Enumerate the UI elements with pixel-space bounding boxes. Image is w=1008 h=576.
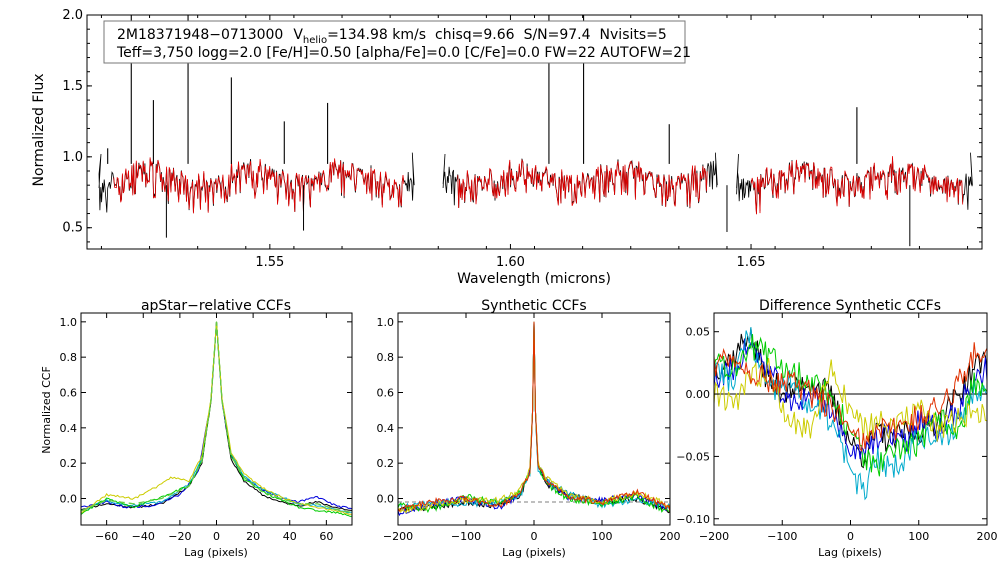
x-tick-label: 200 bbox=[660, 530, 681, 543]
x-tick-label: 0 bbox=[847, 530, 854, 543]
x-tick-label: −20 bbox=[168, 530, 191, 543]
y-tick-label: 0.4 bbox=[60, 422, 78, 435]
x-tick-label: −100 bbox=[451, 530, 481, 543]
y-tick-label: −0.05 bbox=[676, 450, 710, 463]
x-tick-label: −60 bbox=[95, 530, 118, 543]
model-spectrum-line bbox=[750, 156, 964, 215]
x-tick-label: 1.55 bbox=[255, 255, 284, 270]
ccf-series-line bbox=[81, 321, 352, 514]
snr-value: S/N=97.4 bbox=[524, 27, 591, 43]
x-tick-label: 100 bbox=[908, 530, 929, 543]
x-tick-label: 20 bbox=[246, 530, 260, 543]
x-tick-label: −100 bbox=[767, 530, 797, 543]
x-tick-label: −200 bbox=[699, 530, 729, 543]
model-spectrum-line bbox=[113, 157, 405, 214]
ccf-series-line bbox=[81, 321, 352, 510]
ccf-series-line bbox=[81, 321, 352, 515]
ccf-series-line bbox=[398, 321, 670, 513]
x-tick-label: 40 bbox=[283, 530, 297, 543]
y-tick-label: 0.00 bbox=[686, 388, 711, 401]
ccf-series-line bbox=[81, 321, 352, 514]
ccf-series-line bbox=[81, 321, 352, 517]
spectrum-y-label: Normalized Flux bbox=[31, 74, 47, 187]
apstar-ccf-x-label: Lag (pixels) bbox=[184, 546, 248, 559]
ccf-series-line bbox=[714, 334, 987, 477]
y-tick-label: 0.2 bbox=[60, 457, 78, 470]
spectrum-ticks: 1.55 1.60 1.65 0.5 1.0 1.5 2.0 bbox=[62, 8, 982, 270]
y-tick-label: 0.0 bbox=[60, 493, 78, 506]
model-spectrum-line bbox=[457, 159, 708, 209]
apstar-ccf-lines bbox=[81, 321, 352, 517]
synthetic-ccf-panel: Synthetic CCFs −200 −100 0 100 200 0.0 0.2 0.4 0… bbox=[377, 298, 681, 559]
y-tick-label: 0.0 bbox=[377, 493, 395, 506]
y-tick-label: 0.6 bbox=[377, 387, 395, 400]
x-tick-label: −200 bbox=[383, 530, 413, 543]
y-tick-label: 2.0 bbox=[62, 8, 83, 23]
difference-ccf-panel: Difference Synthetic CCFs −200 −100 0 100 20… bbox=[676, 298, 997, 559]
ccf-series-line bbox=[714, 342, 987, 453]
difference-ccf-x-label: Lag (pixels) bbox=[818, 546, 882, 559]
spectrum-panel: 1.55 1.60 1.65 0.5 1.0 1.5 2.0 Wavelength (mic… bbox=[31, 8, 983, 287]
synthetic-ccf-x-label: Lag (pixels) bbox=[502, 546, 566, 559]
synthetic-ccf-lines bbox=[398, 321, 670, 517]
x-tick-label: 200 bbox=[977, 530, 998, 543]
ccf-series-line bbox=[714, 327, 987, 501]
x-tick-label: 1.65 bbox=[737, 255, 766, 270]
y-tick-label: 1.0 bbox=[60, 316, 78, 329]
y-tick-label: 1.0 bbox=[62, 150, 83, 165]
y-tick-label: 0.4 bbox=[377, 422, 395, 435]
x-tick-label: 0 bbox=[531, 530, 538, 543]
apstar-ccf-panel: apStar−relative CCFs −60 −40 −20 0 20 40 60 0.0… bbox=[40, 298, 353, 559]
y-tick-label: 0.5 bbox=[62, 221, 83, 236]
spectrum-x-label: Wavelength (microns) bbox=[457, 271, 611, 287]
apstar-ccf-axes-frame bbox=[80, 312, 353, 526]
stellar-params: Teff=3,750 logg=2.0 [Fe/H]=0.50 [alpha/F… bbox=[116, 45, 691, 61]
v-label: V bbox=[293, 27, 303, 43]
ccf-series-line bbox=[81, 321, 352, 511]
x-tick-label: 100 bbox=[592, 530, 613, 543]
y-tick-label: 0.6 bbox=[60, 387, 78, 400]
info-line-1: 2M18371948−0713000 Vhelio=134.98 km/s chis… bbox=[117, 27, 667, 46]
difference-ccf-lines bbox=[714, 327, 987, 501]
y-tick-label: 0.05 bbox=[686, 326, 711, 339]
y-tick-label: 0.2 bbox=[377, 457, 395, 470]
difference-ccf-ticks: −200 −100 0 100 200 −0.10 −0.05 0.00 0.05 bbox=[676, 313, 998, 543]
v-subscript: helio bbox=[303, 35, 327, 46]
x-tick-label: 60 bbox=[319, 530, 333, 543]
apstar-ccf-title: apStar−relative CCFs bbox=[141, 298, 291, 314]
synthetic-ccf-ticks: −200 −100 0 100 200 0.0 0.2 0.4 0.6 0.8 1.0 bbox=[377, 313, 681, 543]
y-tick-label: −0.10 bbox=[676, 513, 710, 526]
difference-ccf-title: Difference Synthetic CCFs bbox=[759, 298, 941, 314]
synthetic-ccf-title: Synthetic CCFs bbox=[481, 298, 586, 314]
chisq-value: chisq=9.66 bbox=[435, 27, 515, 43]
ccf-series-line bbox=[714, 358, 987, 442]
x-tick-label: 1.60 bbox=[496, 255, 525, 270]
difference-ccf-axes-frame bbox=[713, 312, 988, 526]
y-tick-label: 0.8 bbox=[60, 351, 78, 364]
info-box bbox=[103, 20, 686, 64]
y-tick-label: 0.8 bbox=[377, 351, 395, 364]
ccf-series-line bbox=[714, 338, 987, 460]
apstar-ccf-ticks: −60 −40 −20 0 20 40 60 0.0 0.2 0.4 0.6 0.8 1.0 bbox=[60, 313, 352, 543]
apstar-ccf-y-label: Normalized CCF bbox=[40, 366, 53, 454]
x-tick-label: 0 bbox=[213, 530, 220, 543]
nvisits-value: Nvisits=5 bbox=[600, 27, 667, 43]
v-helio-value: =134.98 km/s bbox=[327, 27, 426, 43]
y-tick-label: 1.5 bbox=[62, 79, 83, 94]
x-tick-label: −40 bbox=[132, 530, 155, 543]
y-tick-label: 1.0 bbox=[377, 316, 395, 329]
star-id: 2M18371948−0713000 bbox=[117, 27, 283, 43]
